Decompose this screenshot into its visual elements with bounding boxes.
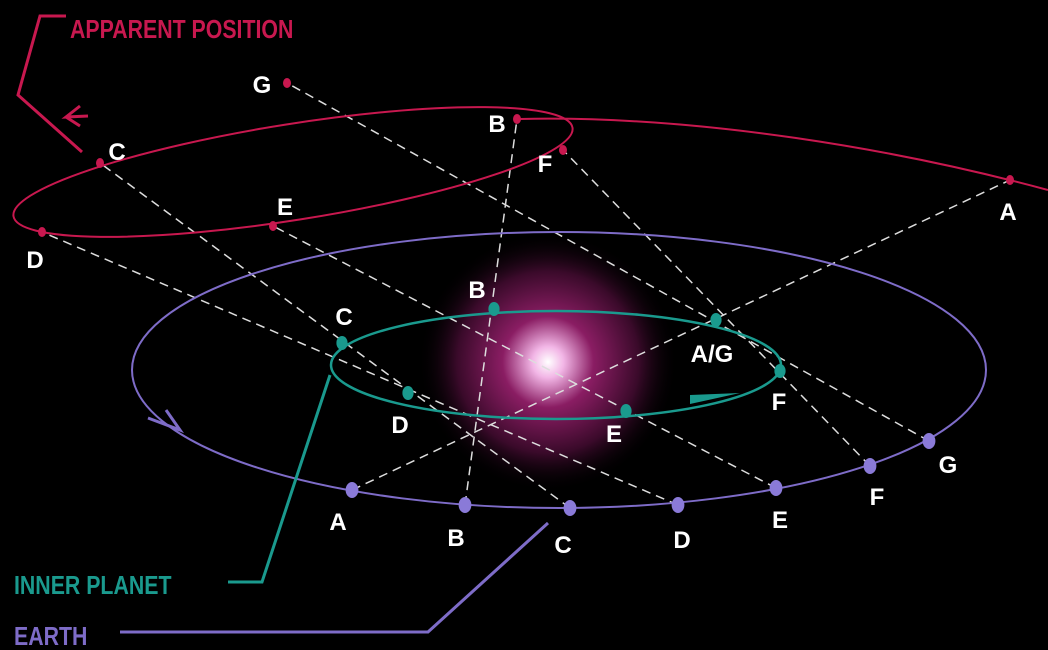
point-label: C <box>108 139 125 166</box>
point-label: D <box>391 412 408 439</box>
point-label: E <box>606 421 622 448</box>
point-label: F <box>772 389 787 416</box>
orbit-point <box>672 497 685 513</box>
orbit-point <box>283 78 291 88</box>
point-label: C <box>335 304 352 331</box>
point-label: G <box>253 72 272 99</box>
point-label: E <box>277 194 293 221</box>
orbit-point <box>774 364 785 378</box>
orbit-point <box>402 386 413 400</box>
orbit-point <box>864 458 877 474</box>
legend-earth: EARTH <box>14 622 87 650</box>
orbit-point <box>96 158 104 168</box>
point-label: C <box>554 532 571 559</box>
point-label: D <box>26 247 43 274</box>
orbit-point <box>559 145 567 155</box>
orbit-point <box>346 482 359 498</box>
orbit-point <box>710 313 721 327</box>
point-label: F <box>538 151 553 178</box>
legend-apparent: APPARENT POSITION <box>70 15 293 45</box>
sun <box>418 232 678 492</box>
point-label: B <box>488 111 505 138</box>
orbit-point <box>513 114 521 124</box>
point-label: B <box>447 525 464 552</box>
point-label: A <box>999 199 1016 226</box>
orbit-point <box>1006 175 1014 185</box>
point-label: G <box>939 452 958 479</box>
orbit-point <box>564 500 577 516</box>
point-label: E <box>772 507 788 534</box>
point-label: A/G <box>691 341 734 368</box>
orbit-point <box>269 221 277 231</box>
page: G B F C E D A B C A/G D E F A B C D E F G APPARENT POSITION… <box>0 0 1048 650</box>
orbit-point <box>336 336 347 350</box>
legend-inner: INNER PLANET <box>14 571 172 601</box>
point-label: A <box>329 509 346 536</box>
point-label: F <box>870 484 885 511</box>
point-label: D <box>673 527 690 554</box>
orbit-point <box>770 480 783 496</box>
orbit-point <box>38 227 46 237</box>
point-label: B <box>468 277 485 304</box>
orbit-point <box>923 433 936 449</box>
diagram: G B F C E D A B C A/G D E F A B C D E F G APPARENT POSITION… <box>0 0 1048 650</box>
orbit-point <box>488 302 499 316</box>
orbit-point <box>459 497 472 513</box>
orbit-point <box>620 404 631 418</box>
